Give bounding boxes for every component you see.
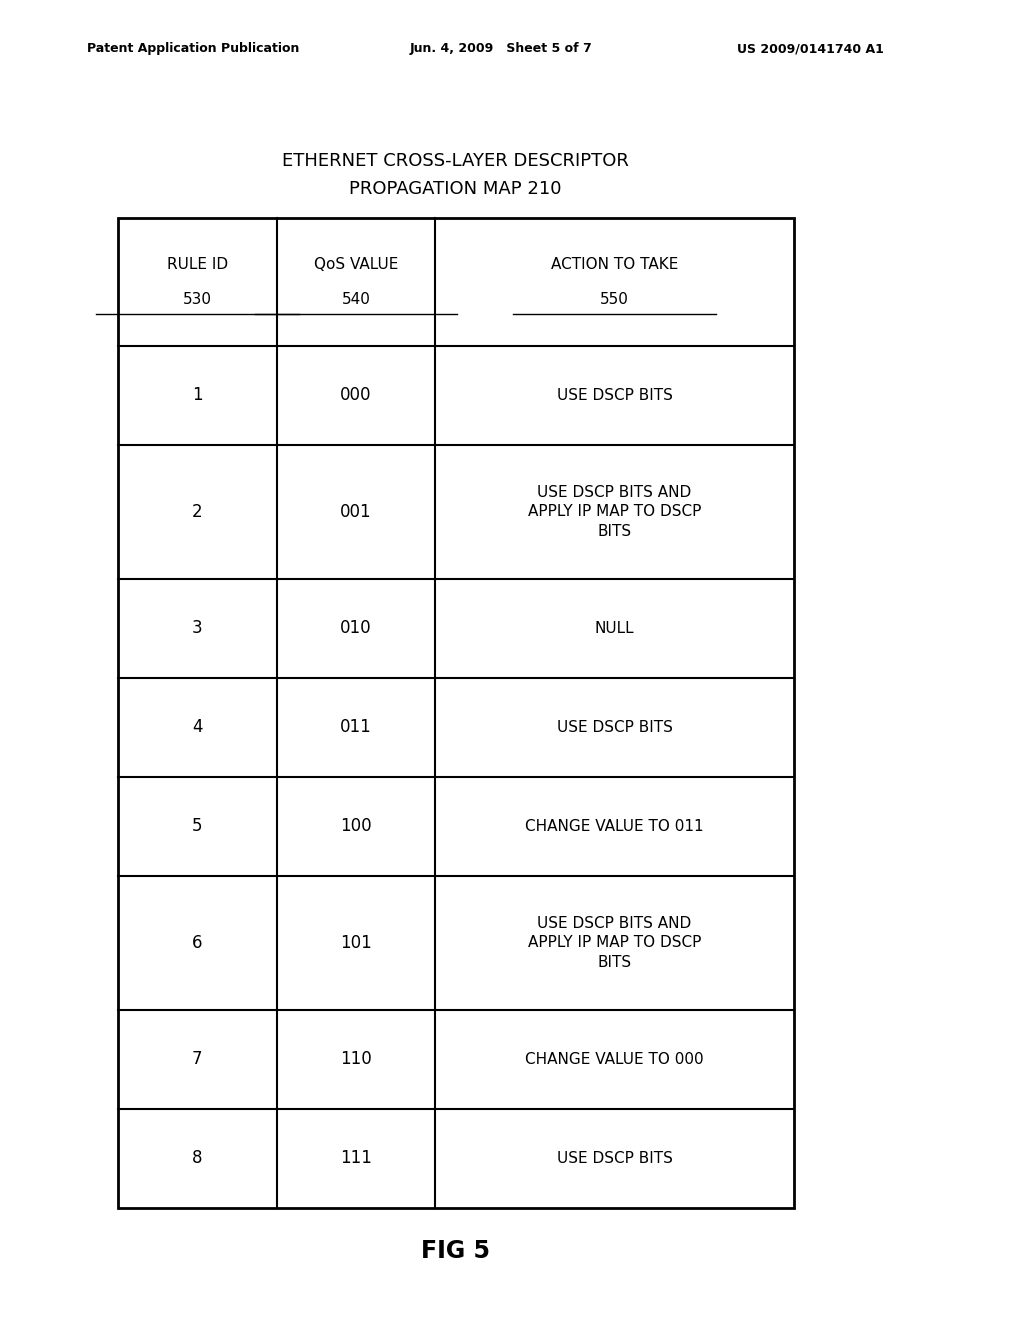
Text: 010: 010: [340, 619, 372, 638]
Text: 540: 540: [342, 292, 371, 306]
Text: RULE ID: RULE ID: [167, 257, 227, 272]
Text: 8: 8: [191, 1150, 203, 1167]
Text: 7: 7: [191, 1051, 203, 1068]
Text: USE DSCP BITS AND
APPLY IP MAP TO DSCP
BITS: USE DSCP BITS AND APPLY IP MAP TO DSCP B…: [527, 916, 701, 970]
Text: USE DSCP BITS: USE DSCP BITS: [557, 388, 673, 403]
Text: 011: 011: [340, 718, 372, 737]
Text: 000: 000: [340, 387, 372, 404]
Text: 5: 5: [191, 817, 203, 836]
Text: USE DSCP BITS: USE DSCP BITS: [557, 719, 673, 735]
Text: 110: 110: [340, 1051, 372, 1068]
Text: FIG 5: FIG 5: [421, 1239, 490, 1263]
Bar: [118, 218, 794, 1208]
Text: PROPAGATION MAP 210: PROPAGATION MAP 210: [349, 180, 562, 198]
Text: ACTION TO TAKE: ACTION TO TAKE: [551, 257, 678, 272]
Text: USE DSCP BITS AND
APPLY IP MAP TO DSCP
BITS: USE DSCP BITS AND APPLY IP MAP TO DSCP B…: [527, 484, 701, 539]
Text: Jun. 4, 2009   Sheet 5 of 7: Jun. 4, 2009 Sheet 5 of 7: [410, 42, 592, 55]
Text: 001: 001: [340, 503, 372, 521]
Text: 1: 1: [191, 387, 203, 404]
Text: QoS VALUE: QoS VALUE: [313, 257, 398, 272]
Text: 4: 4: [191, 718, 203, 737]
Text: 530: 530: [182, 292, 212, 306]
Text: USE DSCP BITS: USE DSCP BITS: [557, 1151, 673, 1166]
Text: 3: 3: [191, 619, 203, 638]
Text: 101: 101: [340, 933, 372, 952]
Text: ETHERNET CROSS-LAYER DESCRIPTOR: ETHERNET CROSS-LAYER DESCRIPTOR: [283, 152, 629, 170]
Text: Patent Application Publication: Patent Application Publication: [87, 42, 299, 55]
Text: 100: 100: [340, 817, 372, 836]
Text: US 2009/0141740 A1: US 2009/0141740 A1: [737, 42, 884, 55]
Text: 2: 2: [191, 503, 203, 521]
Text: 111: 111: [340, 1150, 372, 1167]
Text: 6: 6: [191, 933, 203, 952]
Text: 550: 550: [600, 292, 629, 306]
Text: NULL: NULL: [595, 620, 634, 636]
Text: CHANGE VALUE TO 000: CHANGE VALUE TO 000: [525, 1052, 703, 1067]
Text: CHANGE VALUE TO 011: CHANGE VALUE TO 011: [525, 818, 703, 834]
